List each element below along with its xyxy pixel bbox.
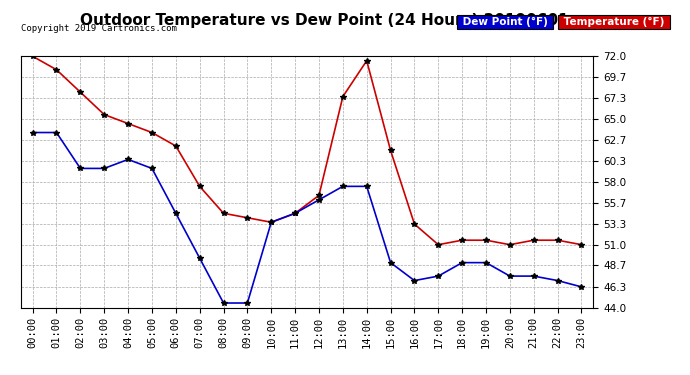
Text: Dew Point (°F): Dew Point (°F) xyxy=(459,17,551,27)
Text: Temperature (°F): Temperature (°F) xyxy=(560,17,669,27)
Text: Copyright 2019 Cartronics.com: Copyright 2019 Cartronics.com xyxy=(21,24,177,33)
Text: Outdoor Temperature vs Dew Point (24 Hours) 20190601: Outdoor Temperature vs Dew Point (24 Hou… xyxy=(80,13,569,28)
